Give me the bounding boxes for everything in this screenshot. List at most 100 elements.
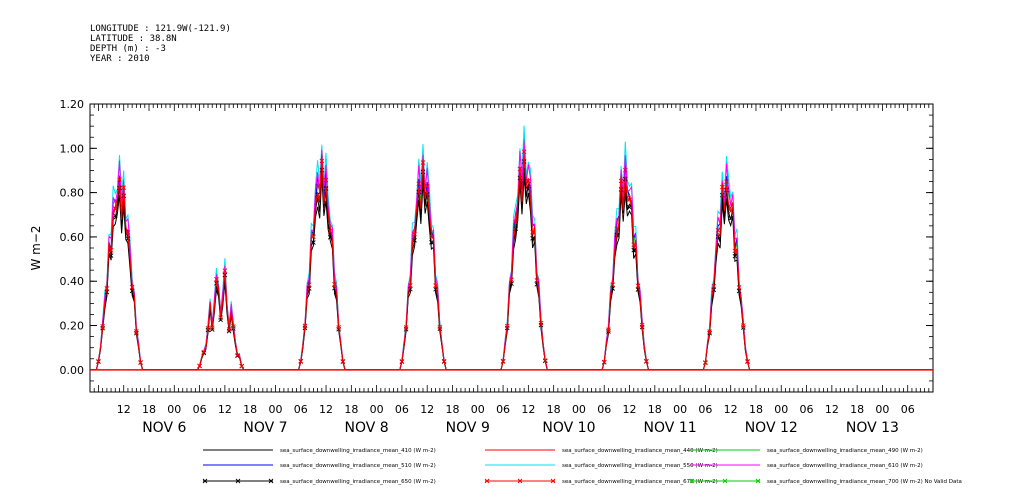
series-marker	[104, 286, 110, 291]
series-marker	[424, 183, 430, 189]
series-marker	[112, 206, 118, 211]
series-marker	[209, 327, 215, 332]
y-tick-label: 1.00	[60, 142, 85, 155]
series-marker	[209, 325, 215, 330]
series-line	[90, 141, 933, 371]
series-marker	[214, 276, 219, 282]
series-marker	[728, 208, 733, 214]
series-marker	[719, 184, 725, 190]
x-tick-label: 12	[319, 403, 333, 416]
x-tick-label: 00	[471, 403, 485, 416]
x-tick-label: 00	[572, 403, 586, 416]
series-marker	[134, 329, 139, 334]
x-tick-label: 06	[294, 403, 308, 416]
x-tick-label: 18	[648, 403, 662, 416]
series-marker	[627, 204, 632, 210]
legend-label: sea_surface_downwelling_irradiance_mean_…	[280, 479, 436, 485]
header-depth: DEPTH (m) : -3	[90, 44, 166, 54]
series-marker	[622, 167, 628, 173]
series-marker	[441, 358, 447, 364]
series-marker	[703, 360, 708, 365]
series-marker	[627, 197, 632, 203]
x-tick-label: 18	[344, 403, 358, 416]
series-marker	[504, 323, 510, 329]
legend-label: sea_surface_downwelling_irradiance_mean_…	[280, 448, 436, 454]
series-marker	[112, 213, 118, 219]
y-axis-label: W m−2	[29, 225, 43, 270]
legend-marker	[722, 478, 728, 484]
legend-label: sea_surface_downwelling_irradiance_mean_…	[562, 463, 718, 469]
series-marker	[205, 325, 211, 331]
x-tick-label: 12	[218, 403, 232, 416]
series-marker	[711, 283, 717, 289]
header-latitude: LATITUDE : 38.8N	[90, 34, 177, 44]
series-marker	[319, 158, 325, 164]
chart-legend: sea_surface_downwelling_irradiance_mean_…	[202, 448, 962, 485]
series-marker	[644, 358, 649, 364]
y-tick-label: 0.00	[60, 364, 85, 377]
series-marker	[526, 178, 531, 184]
x-tick-label: 00	[774, 403, 788, 416]
series-marker	[437, 324, 443, 330]
plot-axes: 12 18 00 06 12 18 00 06 12 18 00 06 12 18 00 06 12 18 00 06…	[29, 98, 934, 436]
x-tick-label: 18	[243, 403, 257, 416]
x-tick-label: 00	[875, 403, 889, 416]
legend-label: sea_surface_downwelling_irradiance_mean_…	[767, 479, 962, 485]
series-marker	[429, 239, 434, 245]
series-marker	[319, 167, 325, 173]
x-day-label: NOV 9	[446, 420, 490, 436]
x-tick-label: 12	[420, 403, 434, 416]
series-marker	[412, 231, 417, 237]
series-marker	[100, 323, 105, 329]
series-marker	[513, 219, 519, 225]
y-tick-label: 0.60	[60, 231, 85, 244]
series-marker	[197, 363, 202, 369]
series-marker	[315, 184, 320, 189]
x-tick-label: 12	[117, 403, 131, 416]
series-marker	[125, 230, 131, 235]
series-marker	[340, 359, 346, 364]
legend-marker	[268, 478, 274, 484]
x-tick-label: 12	[724, 403, 738, 416]
x-tick-label: 18	[850, 403, 864, 416]
series-marker	[732, 248, 738, 254]
series-marker	[736, 285, 742, 290]
series-marker	[230, 324, 236, 329]
x-tick-label: 00	[370, 403, 384, 416]
x-day-label: NOV 11	[644, 420, 697, 436]
plot-series	[90, 125, 933, 371]
series-marker	[601, 359, 607, 365]
header-year: YEAR : 2010	[90, 54, 150, 64]
series-marker	[218, 315, 223, 320]
series-marker	[104, 289, 110, 295]
y-tick-label: 0.80	[60, 187, 85, 200]
series-marker	[420, 160, 426, 165]
x-tick-label: 18	[445, 403, 459, 416]
series-marker	[117, 177, 122, 182]
series-marker	[226, 327, 232, 332]
series-marker	[420, 169, 426, 175]
series-marker	[399, 359, 405, 364]
series-marker	[226, 328, 232, 334]
x-tick-label: 06	[901, 403, 915, 416]
series-marker	[610, 282, 615, 288]
series-marker	[715, 228, 721, 233]
series-marker	[517, 175, 523, 181]
series-marker	[500, 358, 506, 364]
series-marker	[332, 282, 337, 287]
series-marker	[222, 268, 228, 273]
series-marker	[530, 235, 535, 241]
series-line	[90, 125, 933, 371]
series-marker	[298, 358, 304, 364]
series-marker	[311, 240, 316, 245]
series-marker	[408, 283, 413, 288]
y-tick-label: 1.20	[60, 98, 85, 111]
x-tick-label: 18	[142, 403, 156, 416]
series-marker	[201, 349, 207, 355]
x-tick-label: 12	[623, 403, 637, 416]
x-day-label: NOV 6	[142, 420, 186, 436]
x-tick-label: 06	[800, 403, 814, 416]
series-marker	[108, 247, 114, 253]
series-marker	[235, 352, 240, 358]
